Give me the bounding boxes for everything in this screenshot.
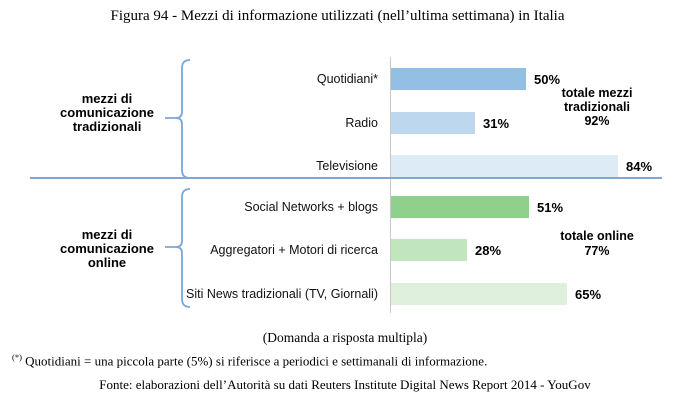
multiple-answer-note: (Domanda a risposta multipla): [262, 330, 428, 345]
bar-row: 65%: [391, 283, 601, 305]
footnote-text: Quotidiani = una piccola parte (5%) si r…: [21, 353, 488, 369]
group-label-traditional: mezzi di comunicazione tradizionali: [32, 92, 182, 134]
bar-row: 50%: [391, 68, 560, 90]
category-label-televisione: Televisione: [316, 159, 378, 173]
value-label: 65%: [575, 286, 602, 302]
bar-quotidiani: [391, 68, 526, 90]
category-label-siti-news: Siti News tradizionali (TV, Giornali): [186, 287, 378, 301]
category-label-social: Social Networks + blogs: [244, 200, 378, 214]
bar-social-networks: [391, 196, 529, 218]
footnote-marker: (*): [12, 352, 22, 362]
group-label-line: mezzi di: [81, 91, 133, 106]
group-label-line: comunicazione: [60, 105, 154, 120]
value-label: 50%: [534, 71, 561, 87]
bar-aggregatori: [391, 239, 467, 261]
value-label: 31%: [483, 115, 510, 131]
section-divider-line: [30, 177, 662, 179]
bar-siti-news: [391, 283, 567, 305]
group-label-online: mezzi di comunicazione online: [32, 228, 182, 270]
total-traditional-label: totale mezzi tradizionali: [561, 86, 633, 114]
total-traditional-value: 92%: [584, 114, 610, 128]
bar-televisione: [391, 155, 618, 177]
group-label-line: online: [87, 255, 127, 270]
group-label-line: mezzi di: [81, 227, 133, 242]
category-label-quotidiani: Quotidiani*: [316, 72, 378, 86]
bar-row: 28%: [391, 239, 501, 261]
bar-row: 51%: [391, 196, 563, 218]
bar-radio: [391, 112, 475, 134]
category-label-aggregatori: Aggregatori + Motori di ricerca: [210, 243, 378, 257]
total-online-label: totale online: [560, 229, 634, 243]
figure-title: Figura 94 - Mezzi di informazione utiliz…: [110, 8, 565, 24]
category-axis-line: [390, 57, 391, 313]
bar-row: 31%: [391, 112, 509, 134]
value-label: 28%: [475, 242, 502, 258]
bar-row: 84%: [391, 155, 652, 177]
total-traditional: totale mezzi tradizionali 92%: [538, 86, 656, 129]
source-note: Fonte: elaborazioni dell’Autorità su dat…: [99, 377, 591, 392]
total-online: totale online 77%: [538, 229, 656, 258]
value-label: 84%: [626, 158, 653, 174]
category-label-radio: Radio: [345, 116, 378, 130]
brace-traditional-icon: [165, 59, 191, 179]
group-label-line: comunicazione: [60, 241, 154, 256]
total-online-value: 77%: [584, 243, 610, 258]
brace-online-icon: [165, 188, 191, 308]
value-label: 51%: [537, 199, 564, 215]
group-label-line: tradizionali: [72, 119, 142, 134]
footnote: (*) Quotidiani = una piccola parte (5%) …: [12, 352, 667, 369]
